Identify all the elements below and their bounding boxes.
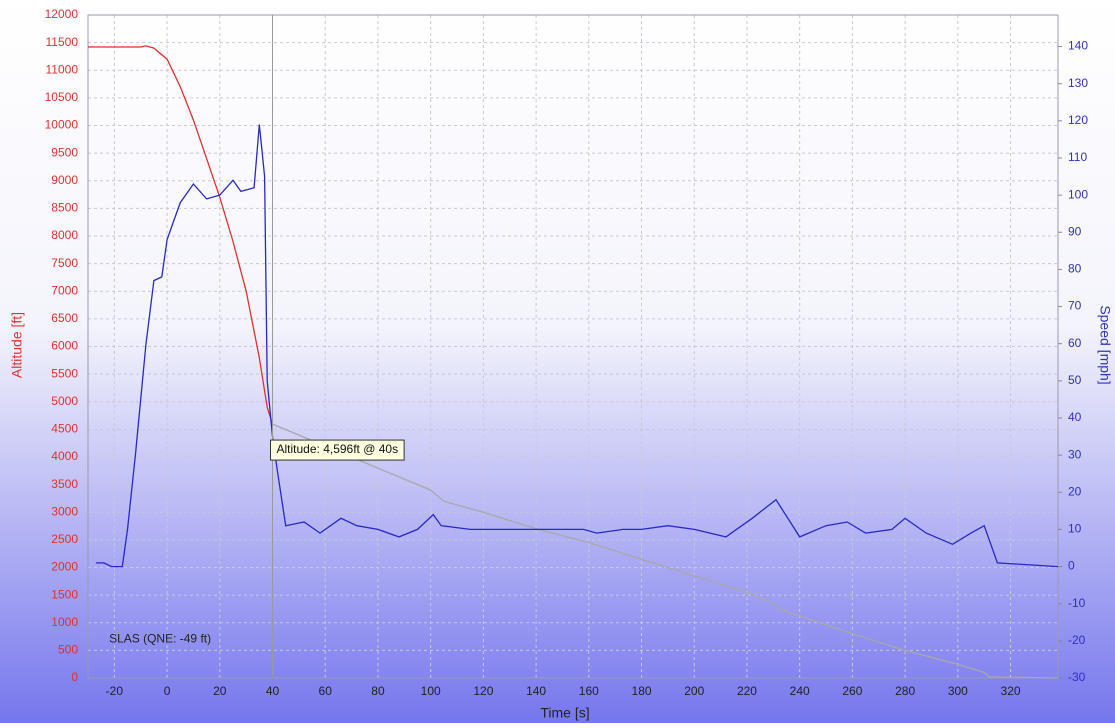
y-tick-label: 6000 (51, 339, 78, 353)
data-line (88, 45, 274, 425)
y2-tick-label: 40 (1068, 410, 1082, 424)
data-line (95, 124, 1059, 568)
y-tick-label: 8500 (51, 201, 78, 215)
y-tick-label: 8000 (51, 228, 78, 242)
y-tick-label: 9000 (51, 173, 78, 187)
annotation: SLAS (QNE: -49 ft) (109, 631, 211, 645)
x-tick-label: 200 (684, 684, 704, 698)
y2-tick-label: -10 (1068, 596, 1086, 610)
y2-axis-label: Speed [mph] (1097, 305, 1113, 384)
x-tick-label: 100 (421, 684, 441, 698)
x-tick-label: 60 (319, 684, 333, 698)
x-tick-label: 280 (895, 684, 915, 698)
x-tick-label: 80 (371, 684, 385, 698)
x-tick-label: 260 (842, 684, 862, 698)
plot-frame (87, 14, 1059, 679)
y-tick-label: 0 (71, 670, 78, 684)
y2-tick-label: 0 (1068, 559, 1075, 573)
tooltip-box (270, 439, 405, 461)
x-tick-label: 0 (164, 684, 171, 698)
y2-tick-label: 30 (1068, 447, 1082, 461)
x-tick-label: 20 (213, 684, 227, 698)
x-tick-label: 220 (737, 684, 757, 698)
y2-tick-label: 70 (1068, 299, 1082, 313)
y-tick-label: 5500 (51, 366, 78, 380)
y-tick-label: 10500 (45, 90, 79, 104)
y2-tick-label: 120 (1068, 113, 1088, 127)
x-tick-label: 240 (790, 684, 810, 698)
y-tick-label: 7500 (51, 256, 78, 270)
y-tick-label: 500 (58, 643, 78, 657)
y-tick-label: 7000 (51, 283, 78, 297)
tooltip: Altitude: 4,596ft @ 40s (270, 439, 405, 461)
y-tick-label: 2000 (51, 560, 78, 574)
y2-tick-label: 60 (1068, 336, 1082, 350)
tooltip-text: Altitude: 4,596ft @ 40s (277, 442, 399, 456)
y-tick-label: 10000 (45, 118, 79, 132)
y-tick-label: 11500 (46, 35, 79, 49)
y-tick-label: 1500 (51, 587, 78, 601)
y2-tick-label: 50 (1068, 373, 1082, 387)
y-tick-label: 3000 (51, 504, 78, 518)
data-line (272, 423, 1059, 679)
y2-tick-label: 100 (1068, 187, 1088, 201)
y-tick-label: 11000 (46, 62, 79, 76)
y-tick-label: 2500 (51, 532, 78, 546)
x-tick-label: -20 (106, 684, 124, 698)
x-tick-label: 300 (948, 684, 968, 698)
x-tick-label: 180 (632, 684, 652, 698)
y2-tick-label: 140 (1068, 39, 1088, 53)
y-tick-label: 4000 (51, 449, 78, 463)
y2-tick-label: 80 (1068, 262, 1082, 276)
x-tick-label: 160 (579, 684, 599, 698)
y-tick-label: 3500 (51, 477, 78, 491)
y2-tick-label: -30 (1068, 670, 1086, 684)
y-tick-label: 5000 (51, 394, 78, 408)
y-tick-label: 1000 (51, 615, 78, 629)
y2-tick-label: -20 (1068, 633, 1086, 647)
x-axis-label: Time [s] (540, 705, 589, 721)
x-tick-label: 120 (473, 684, 493, 698)
x-tick-label: 320 (1001, 684, 1021, 698)
y2-tick-label: 90 (1068, 224, 1082, 238)
y2-tick-label: 20 (1068, 484, 1082, 498)
x-tick-label: 140 (526, 684, 546, 698)
y2-tick-label: 130 (1068, 76, 1088, 90)
y2-tick-label: 10 (1068, 522, 1082, 536)
y2-tick-label: 110 (1068, 150, 1087, 164)
y-tick-label: 12000 (45, 7, 79, 21)
x-tick-label: 40 (266, 684, 280, 698)
y-tick-label: 9500 (51, 145, 78, 159)
y-tick-label: 6500 (51, 311, 78, 325)
y-tick-label: 4500 (51, 422, 78, 436)
y-axis-label: Altitude [ft] (9, 312, 25, 378)
